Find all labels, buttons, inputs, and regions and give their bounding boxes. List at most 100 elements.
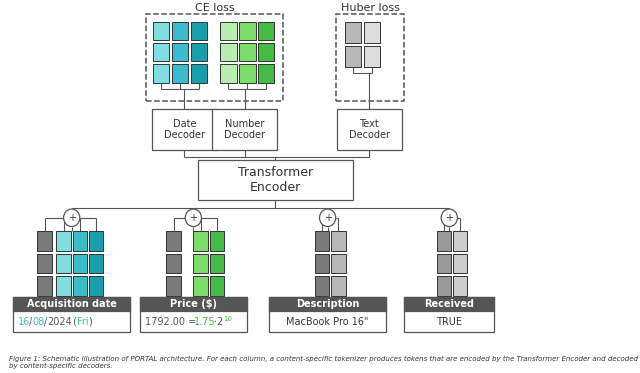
FancyBboxPatch shape (436, 231, 451, 251)
FancyBboxPatch shape (13, 297, 131, 311)
FancyBboxPatch shape (364, 22, 380, 43)
FancyBboxPatch shape (453, 254, 467, 273)
Text: /: / (44, 317, 47, 327)
Text: +: + (324, 213, 332, 223)
FancyBboxPatch shape (56, 276, 71, 295)
FancyBboxPatch shape (172, 22, 188, 40)
FancyBboxPatch shape (56, 231, 71, 251)
FancyBboxPatch shape (258, 43, 275, 62)
FancyBboxPatch shape (193, 276, 208, 295)
FancyBboxPatch shape (140, 297, 246, 311)
Text: Huber loss: Huber loss (340, 3, 399, 13)
FancyBboxPatch shape (239, 64, 255, 83)
FancyBboxPatch shape (239, 43, 255, 62)
FancyBboxPatch shape (315, 276, 330, 295)
Circle shape (185, 209, 202, 226)
Circle shape (441, 209, 458, 226)
FancyBboxPatch shape (72, 276, 87, 295)
FancyBboxPatch shape (191, 43, 207, 62)
FancyBboxPatch shape (191, 22, 207, 40)
FancyBboxPatch shape (258, 64, 275, 83)
FancyBboxPatch shape (209, 254, 224, 273)
Text: Figure 1: Schematic illustration of PORTAL architecture. For each column, a cont: Figure 1: Schematic illustration of PORT… (8, 356, 637, 369)
FancyBboxPatch shape (13, 297, 131, 332)
Text: Price ($): Price ($) (170, 299, 217, 309)
FancyBboxPatch shape (453, 231, 467, 251)
FancyBboxPatch shape (209, 276, 224, 295)
Text: /: / (29, 317, 33, 327)
FancyBboxPatch shape (436, 276, 451, 295)
FancyBboxPatch shape (269, 297, 386, 311)
Text: Date
Decoder: Date Decoder (164, 119, 205, 140)
FancyBboxPatch shape (220, 22, 237, 40)
FancyBboxPatch shape (220, 64, 237, 83)
FancyBboxPatch shape (166, 231, 180, 251)
FancyBboxPatch shape (345, 46, 361, 67)
Text: Received: Received (424, 299, 474, 309)
Text: Description: Description (296, 299, 359, 309)
Text: ·2: ·2 (214, 317, 223, 327)
FancyBboxPatch shape (364, 46, 380, 67)
FancyBboxPatch shape (166, 276, 180, 295)
Text: +: + (445, 213, 453, 223)
FancyBboxPatch shape (37, 231, 52, 251)
FancyBboxPatch shape (153, 64, 169, 83)
FancyBboxPatch shape (239, 22, 255, 40)
FancyBboxPatch shape (453, 276, 467, 295)
FancyBboxPatch shape (37, 276, 52, 295)
FancyBboxPatch shape (166, 254, 180, 273)
FancyBboxPatch shape (191, 64, 207, 83)
Text: 08: 08 (33, 317, 45, 327)
FancyBboxPatch shape (193, 254, 208, 273)
Text: MacBook Pro 16": MacBook Pro 16" (286, 317, 369, 327)
FancyBboxPatch shape (332, 254, 346, 273)
FancyBboxPatch shape (37, 254, 52, 273)
FancyBboxPatch shape (172, 43, 188, 62)
FancyBboxPatch shape (72, 254, 87, 273)
FancyBboxPatch shape (220, 43, 237, 62)
Text: 1.75: 1.75 (194, 317, 216, 327)
FancyBboxPatch shape (153, 22, 169, 40)
Text: (: ( (70, 317, 77, 327)
Text: 2024: 2024 (47, 317, 72, 327)
Circle shape (319, 209, 336, 226)
FancyBboxPatch shape (436, 254, 451, 273)
FancyBboxPatch shape (72, 231, 87, 251)
FancyBboxPatch shape (269, 297, 386, 332)
Text: +: + (189, 213, 197, 223)
Text: Text
Decoder: Text Decoder (349, 119, 390, 140)
FancyBboxPatch shape (404, 297, 494, 311)
Text: Transformer
Encoder: Transformer Encoder (238, 166, 313, 194)
Text: TRUE: TRUE (436, 317, 462, 327)
FancyBboxPatch shape (198, 160, 353, 200)
FancyBboxPatch shape (404, 297, 494, 332)
Text: 10: 10 (223, 316, 232, 322)
FancyBboxPatch shape (337, 109, 401, 150)
FancyBboxPatch shape (172, 64, 188, 83)
FancyBboxPatch shape (258, 22, 275, 40)
Text: 16: 16 (18, 317, 30, 327)
Text: +: + (68, 213, 76, 223)
Text: ): ) (88, 317, 92, 327)
FancyBboxPatch shape (315, 254, 330, 273)
FancyBboxPatch shape (152, 109, 217, 150)
Text: Fri: Fri (77, 317, 88, 327)
FancyBboxPatch shape (89, 276, 103, 295)
FancyBboxPatch shape (332, 276, 346, 295)
FancyBboxPatch shape (56, 254, 71, 273)
FancyBboxPatch shape (212, 109, 277, 150)
Circle shape (63, 209, 80, 226)
FancyBboxPatch shape (89, 254, 103, 273)
Text: Acquisition date: Acquisition date (27, 299, 116, 309)
Text: 1792.00 =: 1792.00 = (145, 317, 199, 327)
FancyBboxPatch shape (153, 43, 169, 62)
FancyBboxPatch shape (193, 231, 208, 251)
FancyBboxPatch shape (89, 231, 103, 251)
Text: CE loss: CE loss (195, 3, 234, 13)
FancyBboxPatch shape (140, 297, 246, 332)
Text: Number
Decoder: Number Decoder (224, 119, 265, 140)
FancyBboxPatch shape (332, 231, 346, 251)
FancyBboxPatch shape (315, 231, 330, 251)
FancyBboxPatch shape (345, 22, 361, 43)
FancyBboxPatch shape (209, 231, 224, 251)
